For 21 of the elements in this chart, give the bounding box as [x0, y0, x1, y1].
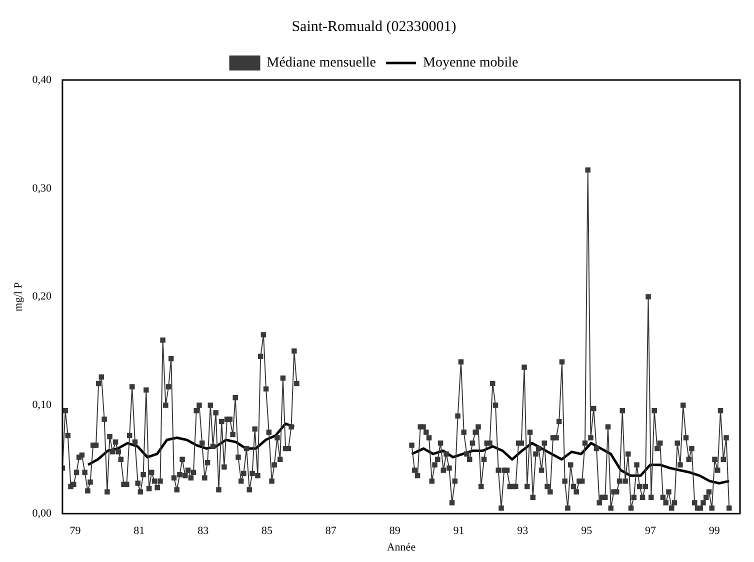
y-tick-label: 0,00 — [32, 507, 52, 520]
y-tick-label: 0,20 — [32, 290, 52, 303]
y-axis-title: mg/l P — [12, 282, 24, 312]
x-tick-label: 85 — [261, 525, 273, 538]
legend-label: Médiane mensuelle — [266, 56, 376, 71]
y-tick-label: 0,30 — [32, 182, 52, 194]
x-tick-label: 97 — [645, 525, 657, 538]
x-tick-label: 87 — [325, 525, 337, 538]
x-tick-label: 83 — [198, 525, 210, 538]
x-tick-label: 93 — [517, 525, 529, 538]
x-tick-label: 89 — [389, 525, 401, 538]
x-tick-label: 95 — [581, 525, 593, 538]
x-tick-label: 81 — [134, 525, 145, 538]
x-tick-label: 99 — [708, 525, 720, 538]
x-tick-label: 91 — [453, 525, 464, 538]
x-tick-label: 79 — [70, 525, 82, 538]
x-axis-title: Année — [386, 541, 416, 554]
legend-label: Moyenne mobile — [422, 56, 518, 71]
y-tick-label: 0,10 — [32, 399, 52, 412]
chart-title: Saint-Romuald (02330001) — [292, 18, 456, 35]
y-tick-label: 0,40 — [32, 74, 52, 86]
